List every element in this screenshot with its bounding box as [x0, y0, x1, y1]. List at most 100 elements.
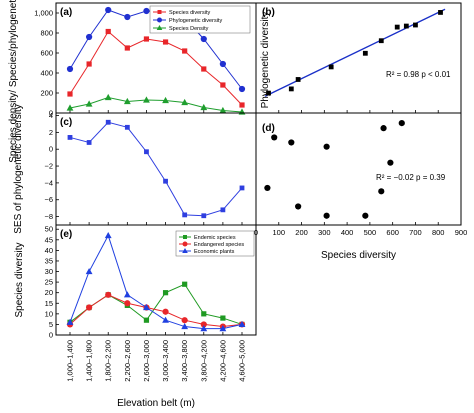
data-point: [143, 96, 150, 103]
panel-4-y-tick-label: 50: [45, 225, 53, 234]
x-axis-title: Species diversity: [321, 250, 396, 261]
y-axis-title: Species density/ Species/phylogenetic di…: [8, 0, 19, 163]
data-point: [162, 96, 169, 104]
data-point: [182, 48, 188, 54]
series-line: [69, 294, 243, 328]
data-point: [238, 85, 246, 93]
data-point: [264, 184, 271, 192]
panel-3-frame: [255, 112, 462, 226]
x-tick-label: 600: [386, 228, 399, 237]
data-point: [413, 22, 418, 28]
data-point: [362, 212, 369, 219]
data-point: [124, 13, 131, 21]
x-tick-label: 1,800–2,200: [104, 340, 113, 382]
data-point: [66, 104, 74, 111]
panel-label: (b): [262, 7, 275, 18]
x-tick-label: 1,000–1,400: [66, 340, 75, 382]
data-point: [323, 143, 330, 150]
panel-0-y-tick-label: 200: [40, 89, 53, 98]
data-point: [144, 149, 149, 155]
x-tick-label: 0: [254, 228, 258, 237]
series-line: [69, 30, 243, 106]
panel-0-y-tick-label: 1,000: [34, 9, 53, 18]
panel-4-y-tick-label: 25: [45, 278, 53, 287]
data-point: [123, 291, 131, 298]
legend-marker: [157, 10, 162, 14]
data-point: [181, 322, 189, 330]
data-point: [143, 7, 150, 15]
legend-marker: [183, 235, 187, 239]
legend-entry: Endangered species: [194, 242, 244, 248]
data-point: [438, 10, 443, 15]
x-tick-label: 4,200–4,600: [218, 340, 227, 382]
legend-entry: Economic plants: [194, 249, 235, 255]
data-point: [323, 212, 330, 219]
legend-marker: [157, 17, 162, 23]
data-point: [143, 36, 150, 42]
data-point: [219, 60, 226, 68]
panel-4-y-tick-label: 15: [45, 299, 53, 308]
data-point: [85, 267, 93, 275]
panel-0-y-tick-label: 0: [49, 109, 53, 118]
data-point: [143, 317, 150, 323]
data-point: [201, 66, 207, 72]
data-point: [378, 38, 384, 44]
x-tick-label: 200: [295, 228, 308, 237]
panel-label: (d): [262, 123, 275, 134]
panel-2-y-tick-label: −6: [44, 195, 53, 204]
series-line: [69, 96, 243, 113]
data-point: [219, 106, 227, 114]
x-tick-label: 800: [432, 228, 445, 237]
data-point: [201, 311, 207, 317]
legend: Species diversity Phylogenetic diversity S…: [149, 5, 251, 34]
data-point: [143, 303, 150, 311]
legend-marker: [156, 25, 163, 30]
data-point: [398, 120, 405, 127]
data-point: [67, 91, 73, 97]
data-point: [182, 212, 188, 218]
data-point: [378, 188, 385, 195]
data-point: [220, 315, 226, 321]
stats-annotation: R² = 0.98 p < 0.01: [386, 70, 451, 79]
data-point: [181, 98, 189, 106]
regression-line: [264, 8, 446, 97]
data-point: [181, 317, 188, 324]
panel-4-y-tick-label: 40: [45, 246, 53, 255]
data-point: [105, 6, 112, 14]
panel-label: (e): [60, 229, 72, 240]
x-tick-label: 1,400–1,800: [85, 340, 94, 382]
data-point: [219, 325, 227, 332]
y-axis-title: SES of phylogenetic diversity: [13, 104, 24, 234]
x-tick-label: 700: [409, 228, 422, 237]
legend-entry: Species Density: [169, 26, 209, 32]
data-point: [163, 178, 168, 184]
legend-entry: Phylogenetic diversity: [169, 18, 222, 24]
data-point: [328, 64, 334, 70]
series-line: [69, 283, 243, 325]
data-point: [124, 45, 130, 51]
panel-2-frame: [55, 112, 257, 226]
x-tick-label: 300: [318, 228, 331, 237]
data-point: [162, 316, 169, 323]
x-tick-label: 400: [341, 228, 354, 237]
stats-annotation: R² = −0.02 p = 0.39: [376, 173, 446, 182]
panel-4-y-tick-label: 0: [49, 331, 53, 340]
data-point: [105, 119, 111, 125]
x-tick-label: 4,600–5,000: [238, 340, 247, 382]
legend-box: [149, 5, 251, 34]
panel-4-y-tick-label: 30: [45, 267, 53, 276]
data-point: [182, 281, 188, 287]
panel-label: (a): [60, 7, 72, 18]
data-point: [403, 23, 409, 29]
data-point: [200, 321, 207, 328]
panel-4-y-tick-label: 35: [45, 256, 53, 265]
data-point: [380, 125, 387, 132]
data-point: [162, 308, 169, 315]
panel-4-y-tick-label: 20: [45, 288, 53, 297]
data-point: [271, 134, 278, 141]
panel-4-y-tick-label: 10: [45, 309, 53, 318]
data-point: [66, 318, 74, 325]
data-point: [104, 93, 112, 101]
data-point: [201, 213, 207, 219]
panel-4-frame: [55, 224, 257, 336]
